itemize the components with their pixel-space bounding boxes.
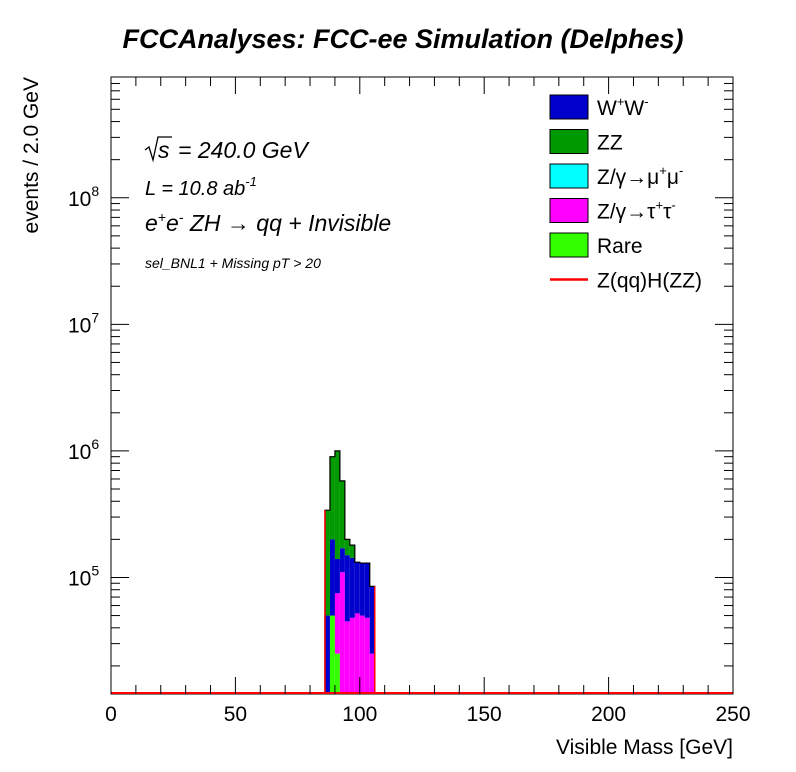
bar-ww-bin-88 — [329, 539, 335, 616]
sqrt-s-annotation: s = 240.0 GeV — [144, 136, 310, 163]
legend-label-rare: Rare — [597, 235, 643, 258]
x-tick-label-100: 100 — [342, 703, 377, 726]
x-tick-label-200: 200 — [591, 703, 626, 726]
legend-swatch-rare — [549, 232, 589, 258]
bar-z-bin-96 — [349, 617, 355, 694]
stack-outline — [324, 450, 376, 694]
bar-zz-bin-86 — [324, 510, 330, 616]
x-tick-label-250: 250 — [715, 703, 750, 726]
legend-swatch-ww — [549, 94, 589, 120]
chart-title: FCCAnalyses: FCC-ee Simulation (Delphes) — [122, 24, 683, 54]
bar-rare-bin-90 — [334, 653, 340, 694]
sqrt-s-value: = 240.0 GeV — [178, 137, 310, 163]
bar-ww-bin-86 — [324, 615, 330, 694]
legend: W+W- ZZ Z/γ→μ+μ- Z/γ→τ+τ- Rare Z(qq)H(ZZ) — [549, 94, 702, 293]
bar-z-bin-90 — [334, 593, 340, 654]
bar-z-bin-92 — [339, 572, 345, 694]
y-tick-label-1e7: 107 — [68, 309, 99, 337]
selection-annotation: sel_BNL1 + Missing pT > 20 — [145, 255, 321, 271]
stacked-histogram — [324, 450, 376, 694]
bar-zz-bin-92 — [339, 480, 345, 549]
bar-zz-bin-96 — [349, 545, 355, 558]
luminosity-annotation: L = 10.8 ab-1 — [145, 174, 257, 200]
bar-zz-bin-90 — [334, 450, 340, 559]
bar-rare-bin-88 — [329, 615, 335, 694]
bar-zz-bin-88 — [329, 456, 335, 540]
x-tick-label-50: 50 — [224, 703, 247, 726]
bar-zz-bin-94 — [344, 539, 350, 556]
legend-swatch-zz — [549, 129, 589, 154]
x-tick-label-150: 150 — [467, 703, 502, 726]
bar-ww-bin-104 — [369, 586, 375, 654]
signal-histogram — [111, 510, 733, 694]
axes: 0 50 100 150 200 250 105 106 107 108 — [68, 76, 751, 726]
bar-z-bin-102 — [364, 617, 370, 694]
sqrt-s-label: s — [158, 137, 170, 163]
legend-label-z: Z/γ→μ+μ- — [597, 163, 683, 189]
bar-z-bin-98 — [354, 613, 360, 694]
y-tick-label-1e8: 108 — [68, 183, 99, 211]
legend-label-zqqhzz: Z(qq)H(ZZ) — [597, 270, 702, 293]
legend-label-ww: W+W- — [597, 94, 649, 120]
legend-label-zz: ZZ — [597, 132, 623, 155]
bar-ww-bin-98 — [354, 562, 360, 614]
y-tick-label-1e5: 105 — [68, 562, 99, 590]
x-axis-label: Visible Mass [GeV] — [556, 736, 733, 759]
y-tick-label-1e6: 106 — [68, 436, 99, 464]
legend-swatch-z — [549, 163, 589, 189]
y-axis-label: events / 2.0 GeV — [20, 77, 43, 233]
bar-z-bin-100 — [359, 615, 365, 694]
bar-ww-bin-102 — [364, 563, 370, 618]
process-annotation: e+e- ZH → qq + Invisible — [145, 209, 391, 236]
bar-ww-bin-94 — [344, 555, 350, 622]
x-tick-label-0: 0 — [105, 703, 117, 726]
bar-z-bin-104 — [369, 653, 375, 694]
bar-ww-bin-90 — [334, 558, 340, 594]
legend-swatch-z — [549, 198, 589, 223]
bar-ww-bin-100 — [359, 563, 365, 616]
sqrt-symbol — [144, 136, 172, 163]
bar-ww-bin-92 — [339, 548, 345, 573]
legend-label-z: Z/γ→τ+τ- — [597, 198, 676, 224]
bar-ww-bin-96 — [349, 557, 355, 618]
bar-z-bin-94 — [344, 621, 350, 694]
